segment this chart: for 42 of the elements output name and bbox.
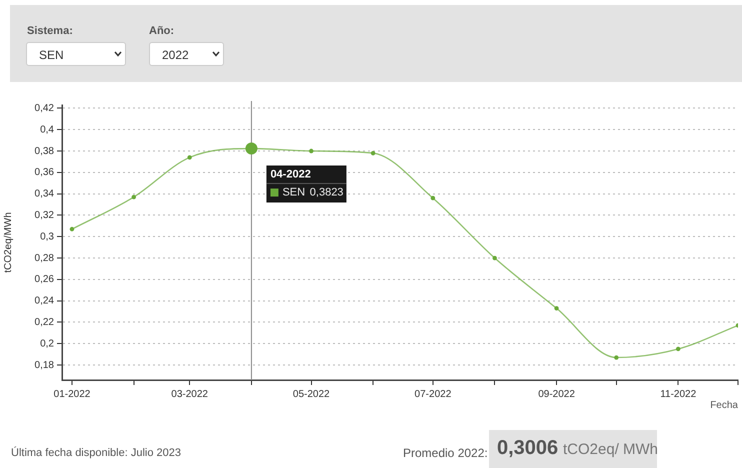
y-tick-label: 0,28 [34,252,54,264]
x-tick-label: 11-2022 [660,388,697,400]
text: Año: [149,25,174,37]
point [70,226,74,232]
point [309,148,314,154]
y-tick-label: 0,32 [34,210,54,221]
x-axis-title: Fecha [710,400,738,411]
x-tick-label: 01-2022 [54,388,91,400]
x-tick-label: 05-2022 [292,388,330,400]
point [370,150,376,156]
text: tCO2eq/ MWh [563,441,658,458]
y-tick-label: 0,3 [40,231,54,242]
x-tick-label: 03-2022 [171,388,208,400]
y-tick-label: 0,24 [34,296,54,307]
text: Promedio 2022: [403,446,488,460]
text: 2022 [149,42,224,66]
y-tick-label: 0,36 [34,167,54,178]
x-tick-label: 09-2022 [538,388,576,400]
y-tick-label: 0,26 [34,274,54,286]
text: Última fecha disponible: Julio 2023 [11,447,181,459]
x-tick-label: 07-2022 [414,388,452,400]
y-tick-label: 0,18 [34,360,54,371]
annotation: 0,3823 [310,186,344,199]
text: 0,3006 [497,437,558,460]
text: Sistema: [27,25,73,37]
y-tick-label: 0,22 [34,316,54,328]
point [187,155,192,160]
text: SEN [26,42,126,66]
y-tick-label: 0,38 [34,146,54,157]
y-tick-label: 0,4 [40,124,54,136]
y-tick-label: 0,42 [34,102,54,114]
y-axis-title: tCO2eq/MWh [2,212,14,273]
annotation: 04-2022 [270,168,311,181]
point [554,306,559,311]
point [676,346,680,352]
y-tick-label: 0,2 [40,338,54,350]
point [614,355,619,360]
point [430,196,436,200]
legend-label: SEN [282,186,306,199]
point [492,256,497,260]
y-tick-label: 0,34 [34,188,54,200]
point [132,194,136,200]
